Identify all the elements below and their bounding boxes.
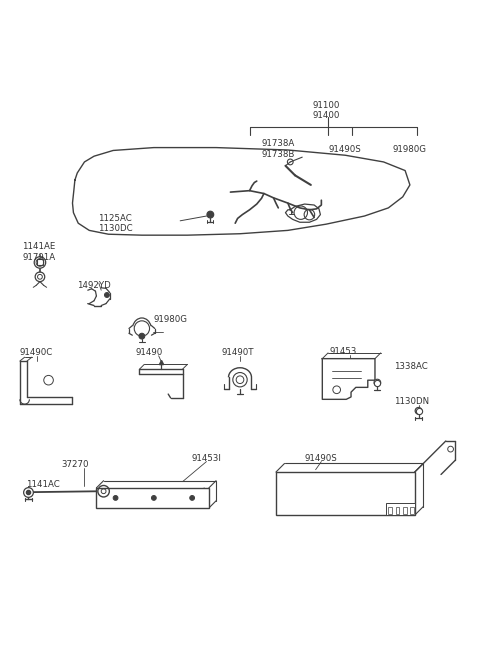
Text: 1492YD: 1492YD (77, 281, 111, 290)
Bar (403, 507, 407, 514)
Text: 91490S: 91490S (305, 454, 338, 463)
Bar (410, 507, 414, 514)
Circle shape (207, 212, 214, 218)
Text: 37270: 37270 (61, 461, 89, 469)
Bar (96, 488, 209, 508)
Text: 1338AC: 1338AC (395, 362, 428, 371)
Bar (396, 507, 399, 514)
Circle shape (190, 495, 194, 501)
Circle shape (139, 333, 145, 339)
Text: 91980G: 91980G (393, 145, 427, 154)
Text: 91490S: 91490S (329, 145, 361, 154)
Text: 91100
91400: 91100 91400 (312, 101, 340, 120)
Text: 1130DN: 1130DN (394, 397, 429, 406)
Text: 91490: 91490 (135, 348, 163, 357)
Text: 91453I: 91453I (192, 454, 221, 463)
Circle shape (374, 379, 381, 386)
Text: 91980G: 91980G (154, 315, 188, 325)
Circle shape (113, 495, 118, 501)
Bar (386, 503, 415, 515)
Text: 91453: 91453 (329, 347, 357, 356)
Text: 1125AC
1130DC: 1125AC 1130DC (98, 214, 132, 233)
Bar (276, 472, 415, 515)
Circle shape (415, 407, 422, 414)
Text: 1141AC: 1141AC (25, 480, 60, 489)
Circle shape (34, 257, 46, 268)
Circle shape (105, 292, 109, 298)
Text: 91738A
91738B: 91738A 91738B (262, 139, 295, 159)
Text: 91490T: 91490T (221, 348, 254, 357)
Circle shape (152, 495, 156, 501)
Text: 91490C: 91490C (20, 348, 53, 357)
Bar (388, 507, 392, 514)
Text: 1141AE
91791A: 1141AE 91791A (22, 242, 56, 261)
